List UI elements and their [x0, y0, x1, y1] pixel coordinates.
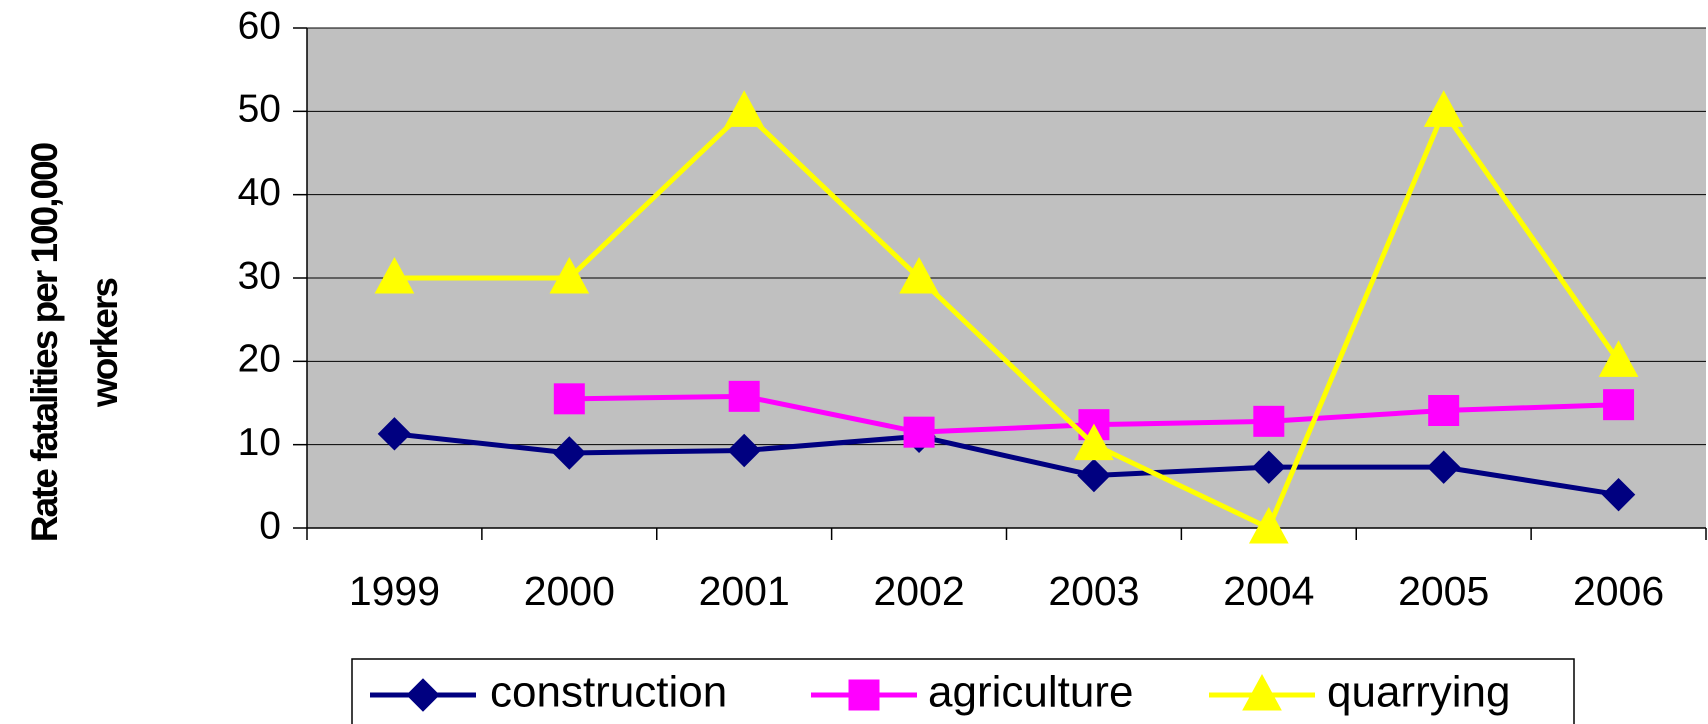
- data-point: [552, 436, 587, 470]
- x-tick-label: 2003: [1048, 568, 1139, 614]
- y-tick-label: 0: [259, 504, 281, 547]
- data-point: [1603, 389, 1635, 421]
- data-point: [724, 90, 765, 127]
- data-point: [1248, 506, 1289, 544]
- data-point: [1077, 458, 1111, 493]
- data-point: [1426, 450, 1461, 484]
- legend-label: agriculture: [928, 668, 1133, 717]
- data-point: [1598, 340, 1639, 377]
- y-tick-label: 10: [238, 421, 281, 464]
- legend-marker: [1242, 673, 1282, 711]
- data-point: [377, 417, 412, 451]
- y-tick-label: 30: [238, 254, 281, 297]
- x-tick-label: 1999: [349, 568, 440, 614]
- y-tick-label: 20: [238, 338, 281, 381]
- data-point: [903, 416, 935, 448]
- x-tick-label: 2002: [873, 568, 964, 614]
- data-point: [553, 383, 585, 415]
- data-point: [374, 256, 415, 294]
- data-point: [1601, 477, 1636, 512]
- y-axis-label: Rate fatalities per 100,000 workers: [24, 143, 125, 543]
- x-tick-label: 2000: [524, 568, 615, 614]
- y-tick-label: 50: [238, 88, 281, 131]
- data-point: [1074, 423, 1114, 461]
- data-point: [549, 256, 590, 294]
- legend-marker: [848, 679, 880, 711]
- legend-label: quarrying: [1327, 668, 1510, 717]
- y-tick-label: 40: [238, 171, 281, 214]
- data-point: [728, 380, 760, 412]
- data-point: [899, 256, 939, 294]
- legend: [351, 658, 1575, 724]
- data-point: [1423, 90, 1464, 127]
- x-tick-label: 2001: [699, 568, 790, 614]
- series-line: [394, 431, 1619, 498]
- y-tick-label: 60: [238, 4, 281, 47]
- x-tick-label: 2006: [1573, 568, 1664, 614]
- series-line: [394, 106, 1621, 532]
- x-tick-label: 2004: [1223, 568, 1314, 614]
- data-point: [1252, 450, 1286, 484]
- x-tick-label: 2005: [1398, 568, 1489, 614]
- data-point: [1428, 395, 1460, 426]
- legend-label: construction: [490, 668, 727, 717]
- data-point: [727, 433, 761, 468]
- data-point: [1253, 405, 1285, 437]
- legend-marker: [406, 678, 440, 712]
